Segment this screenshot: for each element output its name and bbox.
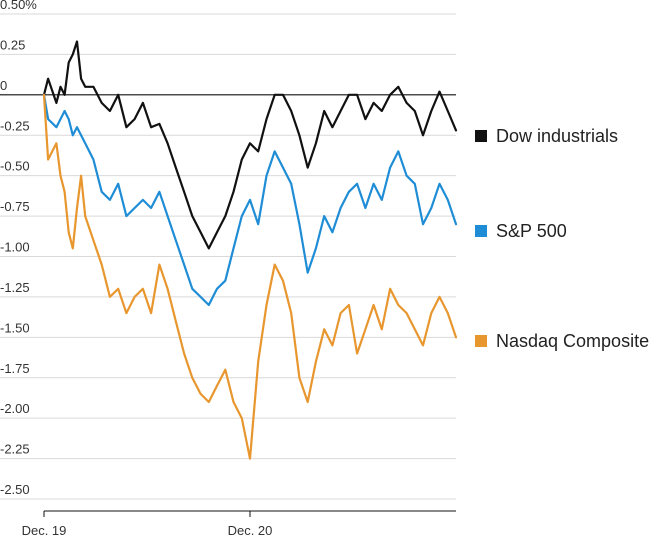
y-tick-label: -2.00 (0, 401, 30, 416)
y-tick-label: -2.50 (0, 482, 30, 497)
y-tick-label: -1.25 (0, 280, 30, 295)
legend-label: Dow industrials (496, 126, 618, 146)
y-tick-label: -1.00 (0, 240, 30, 255)
series-lines (42, 40, 458, 460)
gridlines (0, 13, 456, 500)
legend-label: S&P 500 (496, 221, 567, 241)
y-tick-label: 0 (0, 78, 7, 93)
legend: Dow industrials S&P 500 Nasdaq Composite (475, 126, 649, 351)
legend-swatch (475, 130, 487, 142)
y-tick-label: -0.75 (0, 199, 30, 214)
series-line-nasdaq-composite (42, 93, 458, 460)
x-tick-label: Dec. 20 (228, 523, 273, 538)
legend-swatch (475, 335, 487, 347)
y-tick-label: 0.25 (0, 37, 25, 52)
y-tick-label: -0.25 (0, 118, 30, 133)
y-tick-label: -1.75 (0, 361, 30, 376)
x-axis: Dec. 19 Dec. 20 (22, 510, 456, 538)
y-axis-tick-labels: 0.50% 0.25 0 -0.25 -0.50 -0.75 -1.00 -1.25 -1.50… (0, 0, 37, 497)
y-tick-label: -0.50 (0, 159, 30, 174)
y-tick-label: -1.50 (0, 320, 30, 335)
y-tick-label: 0.50% (0, 0, 37, 12)
series-line-dow-industrials (42, 40, 458, 250)
x-tick-label: Dec. 19 (22, 523, 67, 538)
y-tick-label: -2.25 (0, 442, 30, 457)
legend-swatch (475, 225, 487, 237)
legend-label: Nasdaq Composite (496, 331, 649, 351)
series-line-s-p-500 (42, 93, 458, 307)
